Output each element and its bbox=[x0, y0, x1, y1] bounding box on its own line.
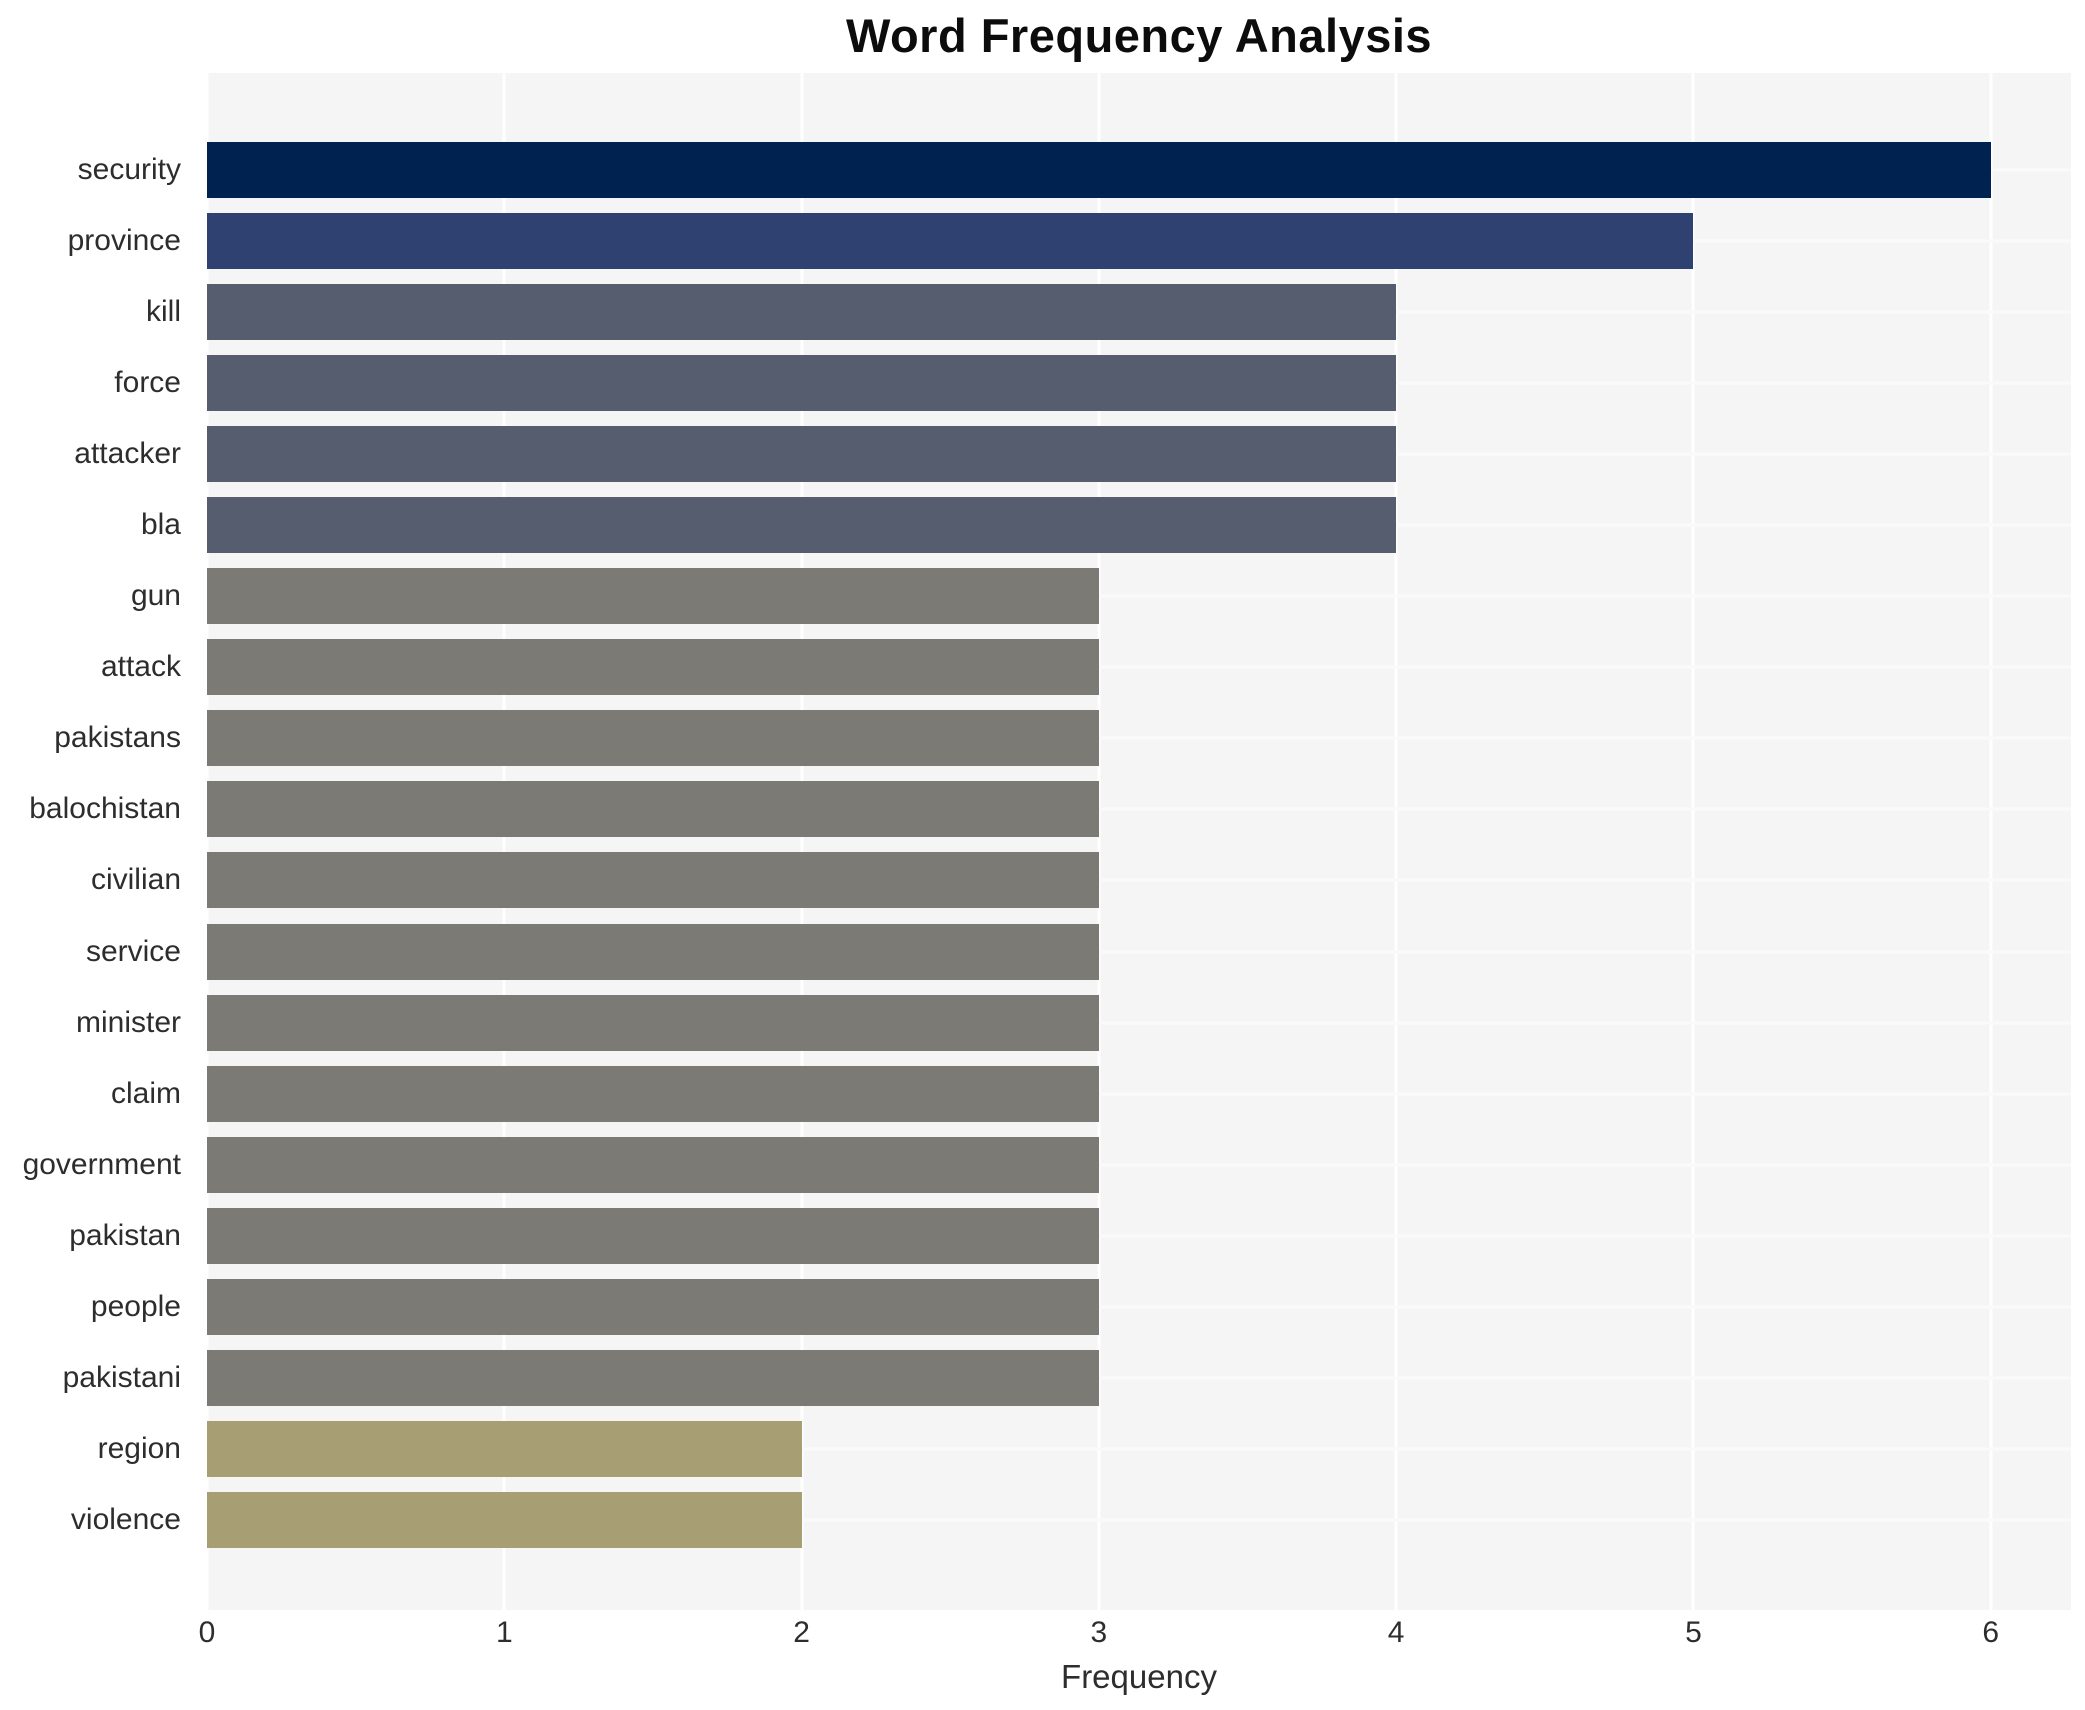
bar-row bbox=[207, 703, 2071, 774]
y-gridline bbox=[207, 665, 2071, 669]
y-gridline bbox=[207, 807, 2071, 811]
category-label-region: region bbox=[97, 1432, 181, 1466]
bar-row bbox=[207, 418, 2071, 489]
x-gridline bbox=[1097, 73, 1101, 1610]
x-tick-label: 5 bbox=[1685, 1616, 1702, 1649]
category-label-violence: violence bbox=[70, 1503, 181, 1537]
bar-row bbox=[207, 489, 2071, 560]
y-gridline bbox=[207, 950, 2071, 954]
y-gridline bbox=[207, 1447, 2071, 1451]
category-label-gun: gun bbox=[130, 579, 181, 613]
y-gridline bbox=[207, 878, 2071, 882]
y-gridline bbox=[207, 594, 2071, 598]
frequency-bar-pakistans bbox=[207, 710, 1099, 767]
bar-row bbox=[207, 1485, 2071, 1556]
y-gridline bbox=[207, 1234, 2071, 1238]
frequency-bar-force bbox=[207, 354, 1397, 411]
x-tick-label: 2 bbox=[793, 1616, 810, 1649]
bar-row bbox=[207, 276, 2071, 347]
frequency-bar-balochistan bbox=[207, 781, 1099, 838]
bar-row bbox=[207, 561, 2071, 632]
category-label-civilian: civilian bbox=[90, 863, 181, 897]
category-label-balochistan: balochistan bbox=[29, 792, 181, 826]
frequency-bar-pakistani bbox=[207, 1350, 1099, 1407]
frequency-bar-government bbox=[207, 1136, 1099, 1193]
bar-row bbox=[207, 632, 2071, 703]
category-label-kill: kill bbox=[146, 294, 181, 328]
frequency-bar-bla bbox=[207, 497, 1397, 554]
x-tick-label: 3 bbox=[1090, 1616, 1108, 1649]
category-label-force: force bbox=[114, 365, 181, 399]
bar-row bbox=[207, 1200, 2071, 1271]
x-tick-label: 1 bbox=[495, 1616, 513, 1649]
bars-container bbox=[207, 134, 2071, 1556]
bar-row bbox=[207, 845, 2071, 916]
frequency-bar-civilian bbox=[207, 852, 1099, 909]
category-label-security: security bbox=[77, 152, 181, 186]
x-axis-title: Frequency bbox=[1061, 1658, 1217, 1695]
x-tick-label: 6 bbox=[1982, 1616, 2000, 1649]
frequency-bar-security bbox=[207, 141, 1991, 198]
frequency-bar-violence bbox=[207, 1492, 802, 1549]
category-label-bla: bla bbox=[140, 508, 181, 542]
bar-row bbox=[207, 916, 2071, 987]
category-label-pakistan: pakistan bbox=[69, 1218, 181, 1252]
chart-title: Word Frequency Analysis bbox=[845, 9, 1433, 62]
bar-row bbox=[207, 205, 2071, 276]
category-label-pakistans: pakistans bbox=[54, 721, 181, 755]
frequency-bar-service bbox=[207, 923, 1099, 980]
bar-row bbox=[207, 347, 2071, 418]
bar-row bbox=[207, 134, 2071, 205]
category-label-people: people bbox=[90, 1290, 181, 1324]
category-label-province: province bbox=[67, 223, 181, 257]
x-axis-ticks: 0 1 2 3 4 5 6 bbox=[199, 1616, 2071, 1656]
category-label-attack: attack bbox=[100, 650, 181, 684]
frequency-bar-attacker bbox=[207, 425, 1397, 482]
x-gridline bbox=[800, 73, 804, 1610]
frequency-bar-region bbox=[207, 1421, 802, 1478]
bar-row bbox=[207, 774, 2071, 845]
frequency-bar-pakistan bbox=[207, 1207, 1099, 1264]
category-label-attacker: attacker bbox=[74, 436, 181, 470]
frequency-bar-kill bbox=[207, 283, 1397, 340]
y-gridline bbox=[207, 1376, 2071, 1380]
bar-row bbox=[207, 1272, 2071, 1343]
bar-row bbox=[207, 1129, 2071, 1200]
frequency-bar-minister bbox=[207, 994, 1099, 1051]
y-gridline bbox=[207, 1305, 2071, 1309]
y-gridline bbox=[207, 1163, 2071, 1167]
category-label-minister: minister bbox=[75, 1005, 181, 1039]
frequency-bar-province bbox=[207, 212, 1694, 269]
bar-row bbox=[207, 1414, 2071, 1485]
frequency-bar-gun bbox=[207, 568, 1099, 625]
category-label-government: government bbox=[22, 1147, 181, 1181]
y-gridline bbox=[207, 1021, 2071, 1025]
x-tick-label: 4 bbox=[1387, 1616, 1405, 1649]
y-axis-labels: security province kill force attacker bla gun a… bbox=[0, 134, 193, 1556]
x-gridline bbox=[1989, 73, 1993, 1610]
x-tick-label: 0 bbox=[198, 1616, 216, 1649]
category-label-claim: claim bbox=[110, 1076, 181, 1110]
bar-row bbox=[207, 987, 2071, 1058]
y-gridline bbox=[207, 736, 2071, 740]
x-gridline bbox=[1394, 73, 1398, 1610]
plot-area bbox=[205, 73, 2071, 1610]
category-label-pakistani: pakistani bbox=[62, 1361, 181, 1395]
y-gridline bbox=[207, 1092, 2071, 1096]
frequency-bar-people bbox=[207, 1279, 1099, 1336]
bar-row bbox=[207, 1058, 2071, 1129]
bar-row bbox=[207, 1343, 2071, 1414]
y-gridline bbox=[207, 1518, 2071, 1522]
x-gridline bbox=[1691, 73, 1695, 1610]
frequency-bar-claim bbox=[207, 1065, 1099, 1122]
x-gridline bbox=[502, 73, 506, 1610]
frequency-bar-attack bbox=[207, 639, 1099, 696]
category-label-service: service bbox=[85, 934, 181, 968]
x-gridline bbox=[205, 73, 209, 1610]
